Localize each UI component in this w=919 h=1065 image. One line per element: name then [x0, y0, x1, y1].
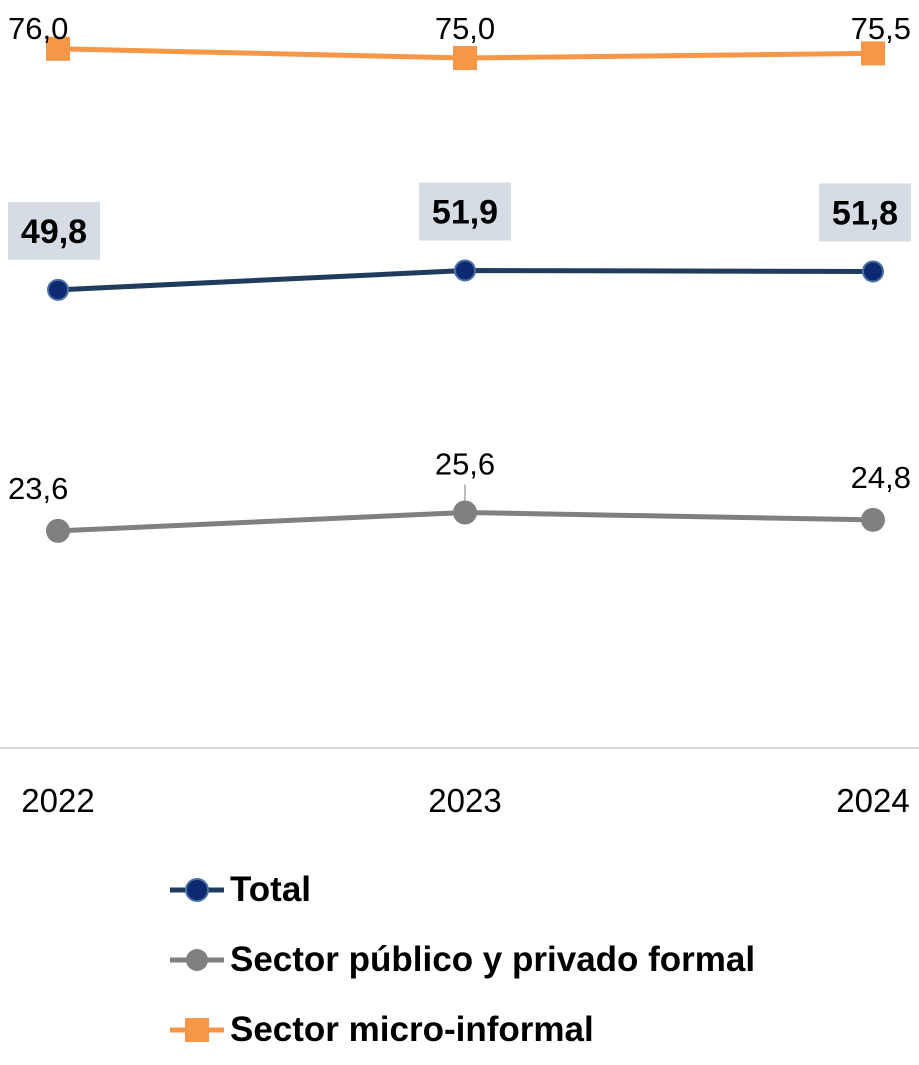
- data-label-sector-micro-informal-2023: 75,0: [435, 11, 495, 46]
- data-point-total-2024: [862, 260, 884, 283]
- legend-swatch-total: [170, 878, 224, 902]
- x-tick-label-2024: 2024: [836, 782, 909, 819]
- data-label-sector-publico-y-privado-formal-2022: 23,6: [8, 471, 68, 506]
- data-label-total-2022: 49,8: [21, 213, 87, 251]
- legend-label-sector-publico-y-privado-formal: Sector público y privado formal: [230, 940, 756, 979]
- legend-label-total: Total: [230, 870, 312, 909]
- data-point-sector-micro-informal-2022: [46, 36, 70, 61]
- data-label-sector-micro-informal-2022: 76,0: [8, 11, 68, 46]
- data-point-total-2023: [454, 259, 476, 282]
- legend-item-total: Total: [168, 855, 755, 925]
- data-point-sector-micro-informal-2023: [453, 46, 477, 70]
- data-point-sector-micro-informal-2024: [861, 41, 885, 66]
- legend-label-sector-micro-informal: Sector micro-informal: [230, 1010, 594, 1049]
- data-label-total-2023: 51,9: [432, 194, 498, 232]
- data-point-sector-publico-y-privado-formal-2023: [453, 500, 477, 525]
- legend-item-sector-publico-y-privado-formal: Sector público y privado formal: [168, 925, 755, 995]
- legend-swatch-sector-publico-y-privado-formal: [170, 949, 224, 971]
- data-label-sector-publico-y-privado-formal-2023: 25,6: [435, 446, 495, 481]
- legend: Total Sector público y privado formal Sect…: [168, 855, 755, 1065]
- legend-item-sector-micro-informal: Sector micro-informal: [168, 995, 755, 1065]
- series-sector-micro-informal: 76,0 75,0 75,5: [8, 11, 911, 70]
- data-label-sector-micro-informal-2024: 75,5: [851, 11, 911, 46]
- data-point-sector-publico-y-privado-formal-2024: [861, 507, 885, 532]
- x-tick-label-2023: 2023: [428, 782, 501, 819]
- data-point-sector-publico-y-privado-formal-2022: [46, 518, 70, 543]
- data-label-box-2022: [8, 201, 100, 260]
- data-point-total-2022: [47, 278, 69, 301]
- x-tick-labels: 2022 2023 2024: [21, 782, 909, 819]
- data-label-total-2024: 51,8: [832, 194, 898, 232]
- series-sector-publico-y-privado-formal: 23,6 25,6 24,8: [8, 446, 911, 543]
- legend-swatch-sector-micro-informal: [170, 1018, 224, 1042]
- data-label-box-2024: [819, 183, 911, 242]
- series-layer: 23,6 25,6 24,8 76,0 75,0 75,5 49,8 51,9 51,8: [8, 11, 911, 543]
- line-chart: 23,6 25,6 24,8 76,0 75,0 75,5 49,8 51,9 51,8 202…: [0, 11, 919, 819]
- x-tick-label-2022: 2022: [21, 782, 94, 819]
- data-label-box-2023: [419, 182, 511, 241]
- series-total: 49,8 51,9 51,8: [8, 182, 911, 301]
- data-label-sector-publico-y-privado-formal-2024: 24,8: [851, 460, 911, 495]
